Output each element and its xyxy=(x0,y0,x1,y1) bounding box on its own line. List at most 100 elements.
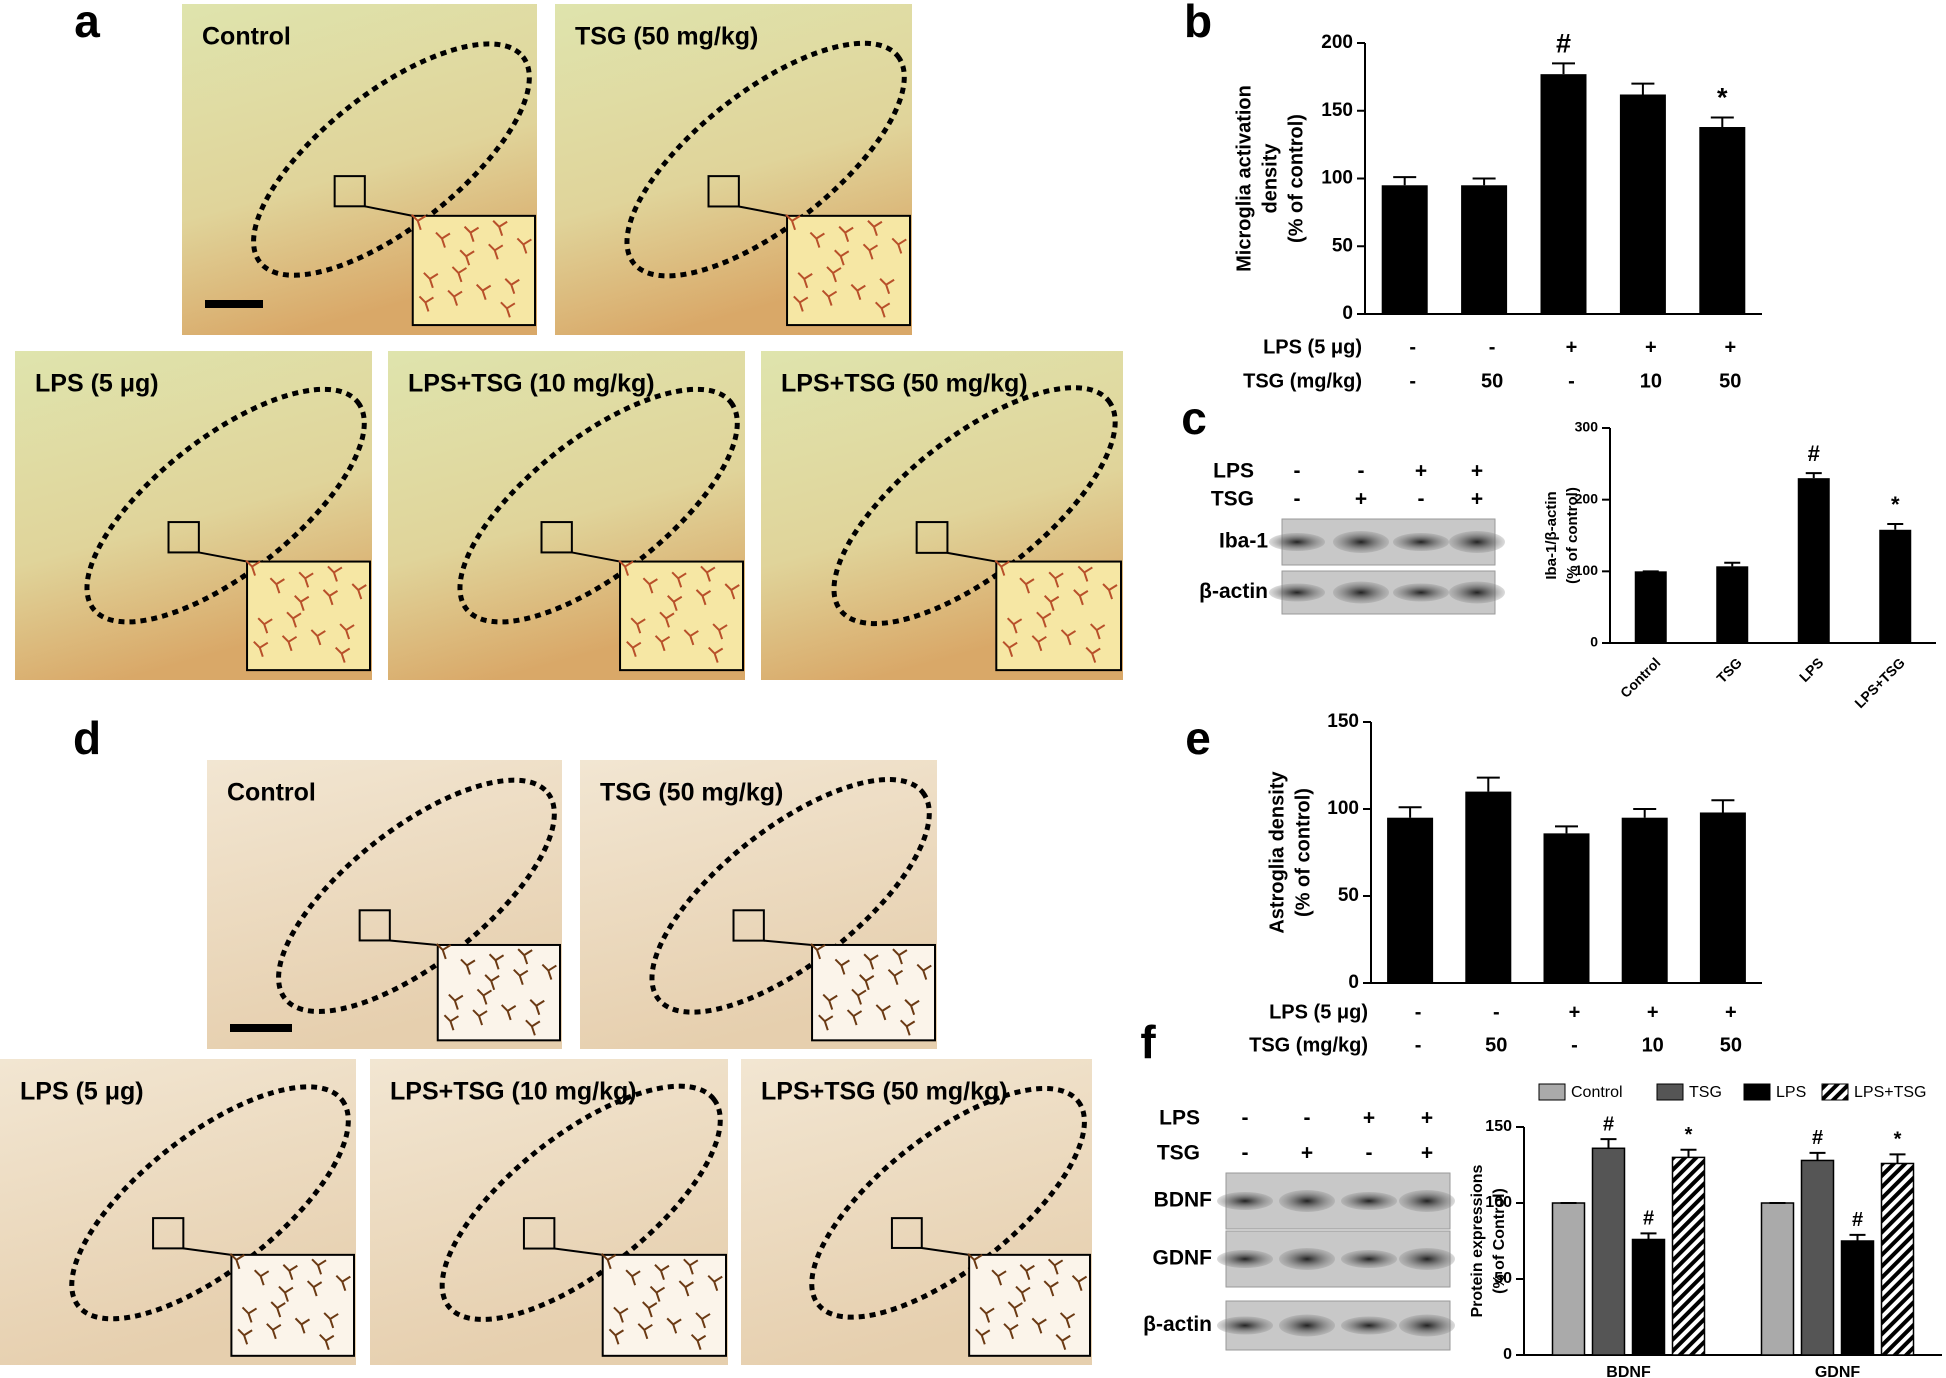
cell xyxy=(785,214,801,231)
cell xyxy=(423,272,439,289)
bar xyxy=(1540,74,1587,314)
cell xyxy=(979,1306,995,1323)
micrograph-label: LPS+TSG (10 mg/kg) xyxy=(390,1078,637,1106)
zoom-line xyxy=(554,1247,603,1256)
bar xyxy=(1797,478,1830,643)
cell xyxy=(306,1280,323,1297)
cell xyxy=(500,1004,517,1021)
cell xyxy=(637,1323,653,1340)
band xyxy=(1449,531,1505,553)
cell xyxy=(451,266,467,283)
legend-swatch xyxy=(1656,1083,1684,1101)
cell xyxy=(319,1334,335,1351)
significance-mark: # xyxy=(1852,1209,1863,1231)
zoom-box xyxy=(333,175,366,208)
cell xyxy=(241,1306,258,1323)
cell xyxy=(818,1014,834,1031)
condition-label: TSG xyxy=(1211,488,1254,511)
cell xyxy=(600,1253,617,1270)
cell xyxy=(613,1306,629,1323)
cell xyxy=(1047,1258,1064,1275)
cell xyxy=(1055,1334,1071,1351)
cell xyxy=(476,988,492,1005)
y-tick-label: 100 xyxy=(1327,798,1359,819)
band xyxy=(1279,1248,1335,1270)
band xyxy=(1333,581,1389,604)
cell xyxy=(541,963,557,980)
band xyxy=(1399,1314,1455,1337)
legend-label: LPS+TSG xyxy=(1854,1084,1926,1101)
band xyxy=(1333,531,1389,553)
band xyxy=(1269,583,1325,602)
condition-label: LPS xyxy=(1213,460,1254,483)
y-axis-label: Astroglia density xyxy=(1266,771,1288,934)
cell xyxy=(879,278,895,295)
zoom-box xyxy=(522,1217,556,1250)
condition-label: LPS xyxy=(1159,1107,1200,1130)
cell xyxy=(608,1328,624,1345)
cell xyxy=(447,289,463,306)
cell xyxy=(625,1269,641,1286)
cell xyxy=(991,1269,1007,1286)
cell xyxy=(671,571,687,588)
cell xyxy=(654,635,671,652)
band-label: GDNF xyxy=(1153,1247,1213,1270)
region-outline xyxy=(831,385,1118,627)
cell xyxy=(899,1019,916,1036)
cell xyxy=(1006,617,1023,634)
cell xyxy=(294,595,310,612)
band xyxy=(1217,1250,1273,1268)
cell xyxy=(1015,1285,1031,1302)
condition-sign: - xyxy=(1571,1034,1578,1056)
bar xyxy=(1381,185,1428,314)
bar xyxy=(1591,1147,1626,1356)
cell xyxy=(654,1264,670,1281)
cell xyxy=(513,969,529,986)
inset xyxy=(436,943,561,1042)
zoom-line xyxy=(763,939,813,946)
cell xyxy=(411,214,427,231)
error-bar xyxy=(1631,82,1655,95)
micrograph-label: LPS (5 μg) xyxy=(20,1078,144,1106)
cell xyxy=(492,220,508,237)
condition-label: LPS (5 μg) xyxy=(1263,336,1362,358)
region-outline xyxy=(457,386,740,625)
y-tick-label: 150 xyxy=(1321,100,1353,121)
error-bar xyxy=(1476,776,1500,792)
condition-sign: - xyxy=(1493,1001,1500,1023)
condition-sign: + xyxy=(1566,336,1578,358)
band-label: β-actin xyxy=(1143,1313,1212,1336)
cell xyxy=(690,1334,707,1351)
cell xyxy=(488,243,504,260)
cell xyxy=(266,1323,282,1340)
cell xyxy=(846,1009,863,1026)
cell xyxy=(887,969,904,986)
cell xyxy=(1002,640,1018,657)
condition-sign: 10 xyxy=(1642,1034,1664,1056)
bar xyxy=(1387,817,1434,983)
inset xyxy=(786,214,911,327)
y-tick-label: 0 xyxy=(1342,303,1353,324)
cell xyxy=(472,1009,488,1026)
cell xyxy=(475,283,492,300)
condition-label: TSG (mg/kg) xyxy=(1249,1034,1368,1056)
cell xyxy=(484,974,500,991)
cell xyxy=(678,1280,694,1297)
cell xyxy=(1043,595,1060,612)
cell xyxy=(724,583,740,600)
panel-letter: c xyxy=(1181,392,1207,444)
cell xyxy=(311,1258,327,1275)
cell xyxy=(500,301,516,318)
bar xyxy=(1461,185,1508,314)
band xyxy=(1449,581,1505,604)
band xyxy=(1393,533,1449,551)
cell xyxy=(809,231,825,248)
significance-mark: # xyxy=(1643,1208,1654,1230)
panel-letter: f xyxy=(1140,1016,1156,1068)
panel-letter: d xyxy=(73,712,101,764)
condition-sign: 50 xyxy=(1481,370,1503,392)
y-axis-label: Iba-1/β-actin xyxy=(1543,491,1560,579)
condition-label: TSG xyxy=(1157,1142,1200,1165)
significance-mark: * xyxy=(1717,83,1728,113)
micrograph-label: LPS+TSG (50 mg/kg) xyxy=(781,370,1028,398)
